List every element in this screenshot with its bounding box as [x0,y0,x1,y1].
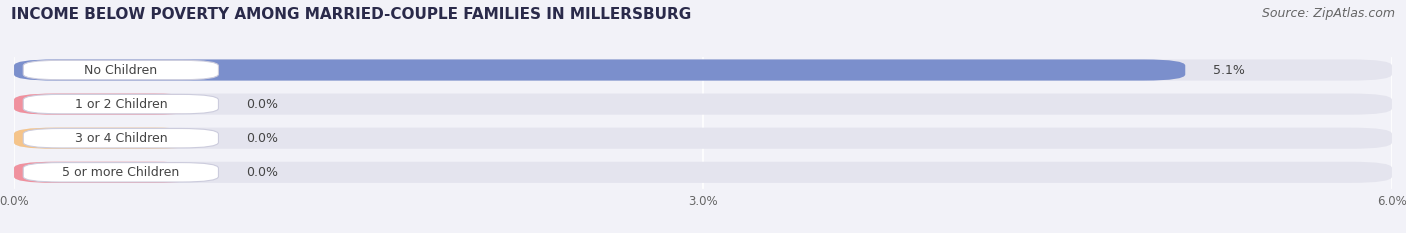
FancyBboxPatch shape [14,162,195,183]
FancyBboxPatch shape [14,59,1185,81]
Text: 3 or 4 Children: 3 or 4 Children [75,132,167,145]
Text: 0.0%: 0.0% [246,132,278,145]
Text: 5 or more Children: 5 or more Children [62,166,180,179]
FancyBboxPatch shape [24,128,218,148]
FancyBboxPatch shape [14,93,195,115]
Text: INCOME BELOW POVERTY AMONG MARRIED-COUPLE FAMILIES IN MILLERSBURG: INCOME BELOW POVERTY AMONG MARRIED-COUPL… [11,7,692,22]
FancyBboxPatch shape [14,59,1392,81]
Text: 5.1%: 5.1% [1213,64,1244,76]
FancyBboxPatch shape [14,128,195,149]
Text: Source: ZipAtlas.com: Source: ZipAtlas.com [1261,7,1395,20]
FancyBboxPatch shape [14,93,1392,115]
FancyBboxPatch shape [14,128,1392,149]
Text: 0.0%: 0.0% [246,98,278,111]
FancyBboxPatch shape [24,94,218,114]
FancyBboxPatch shape [14,162,1392,183]
FancyBboxPatch shape [24,60,218,80]
Text: No Children: No Children [84,64,157,76]
FancyBboxPatch shape [24,163,218,182]
Text: 1 or 2 Children: 1 or 2 Children [75,98,167,111]
Text: 0.0%: 0.0% [246,166,278,179]
